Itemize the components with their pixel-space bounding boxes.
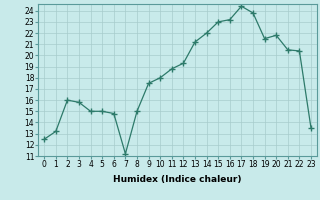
X-axis label: Humidex (Indice chaleur): Humidex (Indice chaleur) <box>113 175 242 184</box>
